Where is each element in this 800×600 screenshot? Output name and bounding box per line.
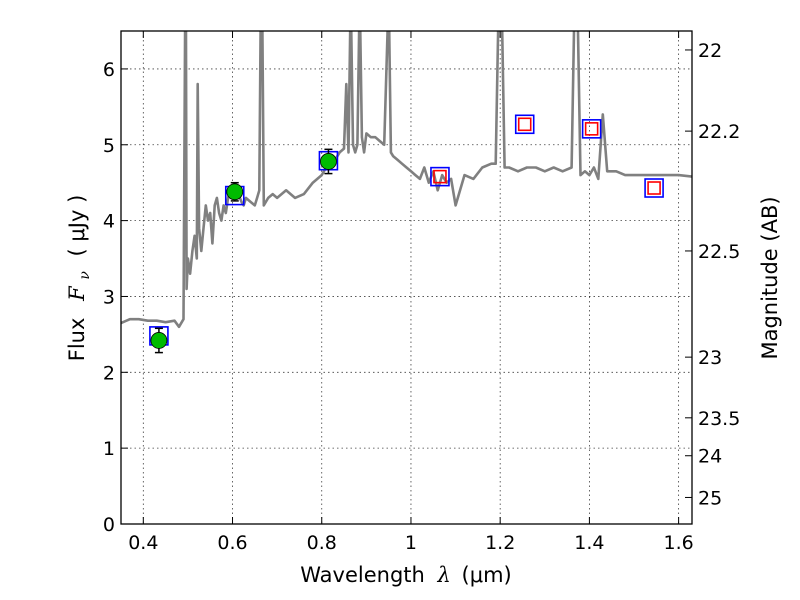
y-tick-label: 4 [103, 211, 115, 233]
observed-data-point [226, 183, 244, 201]
nir-photometry-square [584, 122, 599, 136]
y2-tick-label: 23.5 [698, 408, 740, 430]
y-tick-label: 5 [103, 135, 115, 157]
y-axis-label-symbol: F [65, 285, 89, 302]
x-tick-label: 1.2 [485, 532, 515, 554]
x-tick-label: 0.4 [128, 532, 158, 554]
nir-photometry-square [433, 169, 447, 184]
x-tick-label: 1.4 [574, 532, 604, 554]
y2-axis-label: Magnitude (AB) [758, 196, 782, 359]
x-axis-label-prefix: Wavelength [300, 563, 425, 587]
y2-tick-label: 22.2 [698, 121, 740, 143]
y-axis-label: Flux F ν ( μJy ) [65, 195, 94, 362]
plot-frame [120, 30, 693, 525]
model-photometry-square [644, 178, 664, 198]
model-photometry-square [581, 119, 602, 139]
observed-data-point [150, 332, 168, 349]
grid-lines [121, 31, 692, 525]
x-axis-label: Wavelength λ (μm) [300, 563, 511, 587]
x-tick-label: 0.6 [217, 532, 247, 554]
observed-data-point [320, 153, 337, 170]
y-tick-label: 1 [103, 438, 115, 460]
y-axis-label-unit: ( μJy ) [65, 195, 89, 257]
spectrum-line [121, 31, 692, 329]
model-photometry-square [430, 166, 450, 187]
y2-tick-label: 22.5 [698, 241, 740, 263]
y-tick-label: 2 [103, 362, 115, 384]
nir-photometry-square [647, 181, 661, 195]
y-axis-label-subscript: ν [77, 271, 93, 280]
x-tick-label: 1 [405, 532, 417, 554]
x-axis-label-symbol: λ [437, 563, 451, 587]
y-axis-label-prefix: Flux [65, 318, 89, 362]
model-photometry-square [514, 114, 535, 135]
y-tick-label: 0 [103, 514, 115, 536]
y2-tick-label: 25 [698, 487, 722, 509]
y2-tick-label: 22 [698, 40, 722, 62]
x-tick-label: 1.6 [664, 532, 694, 554]
plot-data [121, 31, 692, 354]
y-tick-label: 3 [103, 286, 115, 308]
nir-photometry-square [517, 117, 532, 132]
x-tick-label: 0.8 [307, 532, 337, 554]
x-axis-label-unit: (μm) [462, 563, 512, 587]
y2-tick-label: 24 [698, 446, 722, 468]
axis-ticks: 0.4 0.6 0.8 1 1.2 1.4 1.601234562222.222.52323… [103, 31, 740, 554]
y2-tick-label: 23 [698, 347, 722, 369]
y-tick-label: 6 [103, 59, 115, 81]
